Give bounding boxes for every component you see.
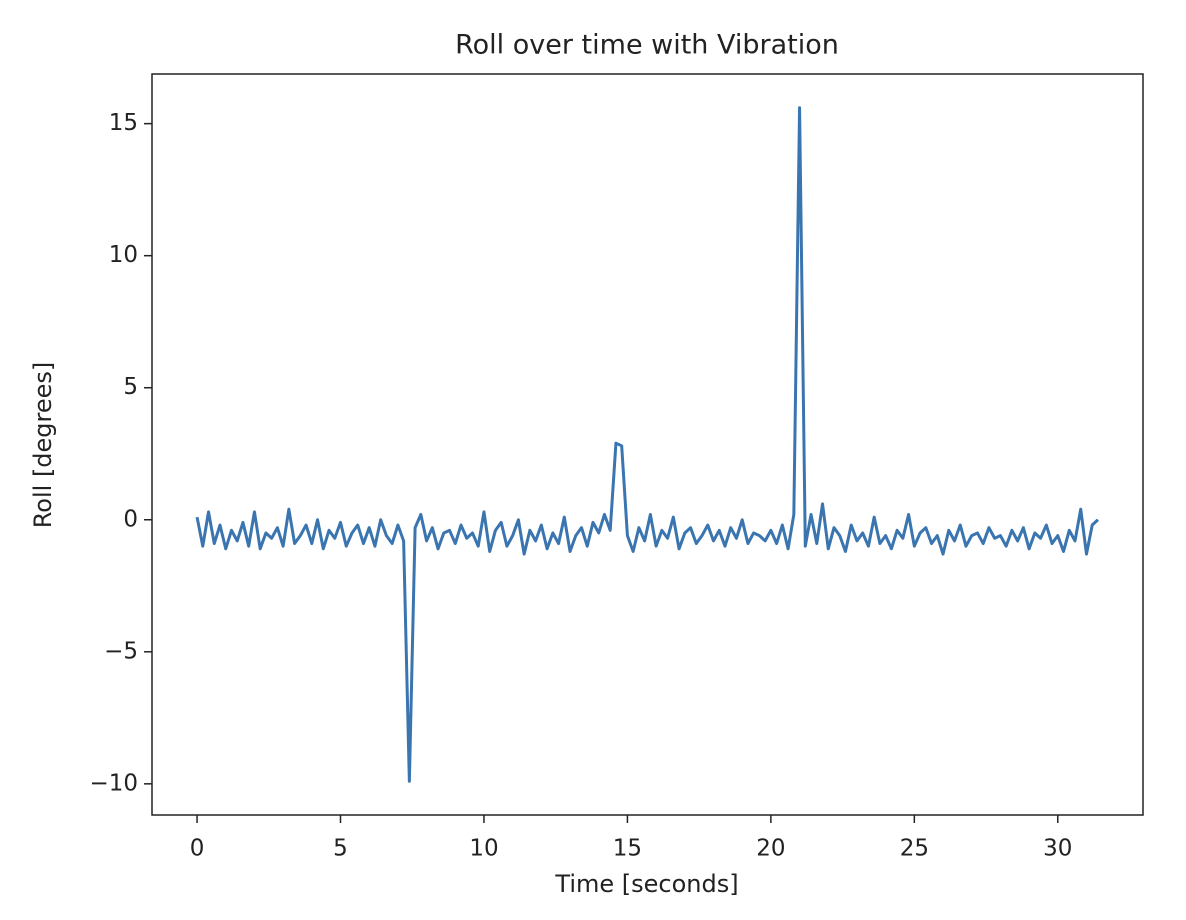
chart-title: Roll over time with Vibration bbox=[455, 30, 839, 61]
x-tick-label: 10 bbox=[469, 836, 498, 862]
x-tick-label: 15 bbox=[613, 836, 642, 862]
y-tick-label: −10 bbox=[89, 770, 138, 796]
y-tick-label: −5 bbox=[104, 638, 138, 664]
x-tick-label: 30 bbox=[1043, 836, 1072, 862]
x-tick-label: 20 bbox=[756, 836, 785, 862]
y-tick-label: 10 bbox=[109, 242, 138, 268]
x-axis-label: Time [seconds] bbox=[554, 870, 738, 898]
plot-frame bbox=[151, 73, 1144, 816]
x-tick-label: 5 bbox=[333, 836, 348, 862]
y-axis-label: Roll [degrees] bbox=[29, 362, 57, 529]
y-tick-label: 5 bbox=[123, 374, 138, 400]
y-tick-label: 0 bbox=[123, 506, 138, 532]
x-tick-label: 25 bbox=[900, 836, 929, 862]
y-tick-label: 15 bbox=[109, 110, 138, 136]
x-tick-label: 0 bbox=[190, 836, 205, 862]
data-line bbox=[195, 106, 1099, 783]
